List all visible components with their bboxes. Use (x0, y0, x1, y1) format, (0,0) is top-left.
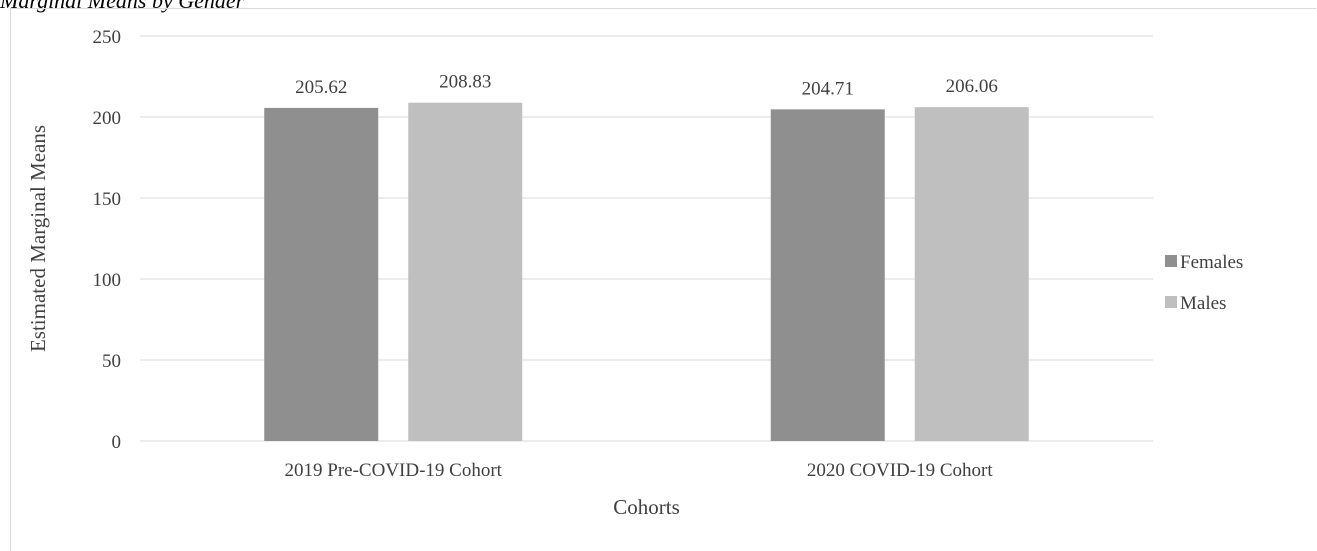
y-axis-title: Estimated Marginal Means (26, 125, 50, 352)
legend-swatch-males (1165, 296, 1177, 308)
y-tick-label: 100 (93, 270, 122, 291)
bar-females (264, 107, 379, 441)
y-tick-label: 250 (93, 27, 122, 48)
legend-label: Females (1180, 252, 1243, 273)
data-label: 206.06 (946, 76, 998, 97)
chart-caption: Marginal Means by Gender (0, 0, 245, 13)
legend: Females Males (1165, 252, 1243, 314)
y-tick-labels: 0 50 100 150 200 250 (93, 27, 122, 453)
data-label: 205.62 (295, 77, 347, 98)
bar-males (408, 102, 523, 441)
x-tick-label: 2019 Pre-COVID-19 Cohort (285, 460, 503, 481)
bar-females (770, 109, 885, 441)
data-label: 208.83 (439, 72, 491, 93)
legend-swatch-females (1165, 255, 1177, 267)
y-tick-label: 50 (102, 351, 121, 372)
y-tick-label: 0 (112, 432, 122, 453)
y-tick-label: 200 (93, 108, 122, 129)
legend-label: Males (1180, 293, 1226, 314)
data-labels: 205.62 208.83 204.71 206.06 (295, 72, 998, 100)
data-label: 204.71 (802, 78, 854, 99)
bars (264, 102, 1029, 441)
chart-frame (10, 8, 1316, 551)
x-tick-label: 2020 COVID-19 Cohort (807, 460, 993, 481)
x-axis-title: Cohorts (613, 495, 680, 519)
x-tick-labels: 2019 Pre-COVID-19 Cohort 2020 COVID-19 Co… (285, 460, 994, 481)
y-tick-label: 150 (93, 189, 122, 210)
bar-males (914, 107, 1029, 441)
